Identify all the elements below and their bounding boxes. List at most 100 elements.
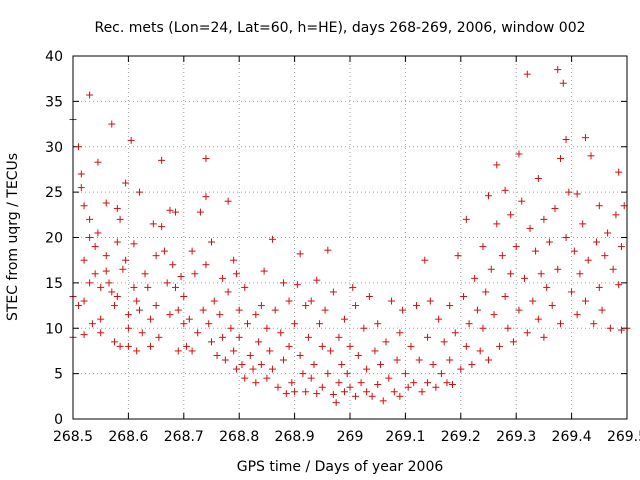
data-point [86, 234, 94, 241]
data-point [144, 283, 152, 291]
data-point [590, 320, 598, 328]
data-point [244, 320, 252, 328]
data-point [171, 208, 179, 216]
data-point [141, 270, 149, 278]
data-point [376, 361, 384, 369]
data-point [277, 329, 285, 337]
data-point [271, 306, 279, 314]
data-point [595, 202, 603, 210]
data-point [75, 302, 83, 310]
data-point [166, 311, 174, 319]
x-tick-label: 268.6 [108, 429, 148, 445]
data-point [102, 252, 110, 260]
data-point [152, 302, 160, 310]
data-point [390, 388, 398, 396]
data-point [130, 283, 138, 291]
data-point [404, 383, 412, 391]
data-point [80, 256, 88, 264]
data-point [537, 270, 545, 278]
data-point [208, 238, 215, 246]
data-point [352, 392, 360, 400]
data-point [191, 270, 199, 278]
data-point [521, 274, 529, 282]
data-point [551, 204, 559, 212]
data-point [471, 274, 479, 282]
data-point [263, 324, 271, 332]
data-point [91, 270, 99, 278]
data-point [94, 158, 102, 166]
data-point [424, 333, 432, 341]
data-point [385, 374, 393, 382]
data-point [352, 302, 360, 310]
data-point [174, 306, 182, 314]
data-point [135, 306, 143, 314]
data-point [543, 283, 551, 291]
data-point [487, 265, 495, 273]
data-point [559, 79, 567, 87]
data-point [540, 215, 548, 223]
data-point [327, 347, 335, 355]
data-point [86, 91, 94, 99]
data-point [363, 388, 371, 396]
data-point [523, 329, 531, 337]
data-point [296, 351, 304, 359]
data-point [462, 215, 470, 223]
data-point [529, 297, 537, 305]
data-point [155, 333, 163, 341]
data-point [219, 274, 227, 282]
data-point [415, 356, 423, 364]
x-tick-label: 268.5 [53, 429, 93, 445]
data-point [479, 324, 487, 332]
x-tick-label: 269.4 [552, 429, 592, 445]
data-point [615, 168, 623, 176]
data-point [346, 383, 354, 391]
y-axis-label: STEC from uqrg / TECUs [5, 153, 21, 321]
data-point [316, 320, 324, 328]
data-point [612, 211, 620, 219]
data-point [194, 329, 202, 337]
data-point [568, 288, 576, 296]
x-tick-label: 269 [337, 429, 364, 445]
data-point [343, 370, 351, 378]
data-point [365, 292, 373, 300]
y-tick-label: 15 [45, 276, 63, 292]
data-point [133, 297, 141, 305]
data-point [368, 392, 376, 400]
data-point [241, 374, 249, 382]
data-point [116, 342, 124, 350]
data-point [593, 238, 601, 246]
data-point [606, 324, 614, 332]
data-point [102, 267, 110, 275]
data-point [304, 333, 312, 341]
data-point [482, 288, 490, 296]
data-point [130, 240, 138, 248]
data-point [457, 365, 465, 373]
data-point [238, 361, 246, 369]
data-point [280, 279, 288, 287]
data-point [224, 288, 232, 296]
data-point [562, 135, 570, 143]
data-point [188, 347, 196, 355]
data-point [396, 392, 404, 400]
data-point [249, 365, 257, 373]
data-point [615, 281, 623, 289]
data-point [371, 347, 379, 355]
data-point [421, 256, 429, 264]
data-point [252, 379, 260, 387]
data-point [440, 338, 448, 346]
data-point [108, 120, 116, 128]
data-point [119, 265, 127, 273]
x-tick-label: 268.7 [164, 429, 204, 445]
data-point [360, 324, 368, 332]
data-point [124, 311, 132, 319]
data-point [183, 342, 191, 350]
data-point [557, 320, 565, 328]
data-point [293, 281, 301, 289]
data-point [127, 136, 135, 144]
data-point [291, 388, 299, 396]
data-point [509, 338, 517, 346]
data-point [357, 379, 365, 387]
data-point [180, 292, 188, 300]
data-point [232, 270, 240, 278]
data-point [534, 175, 542, 183]
